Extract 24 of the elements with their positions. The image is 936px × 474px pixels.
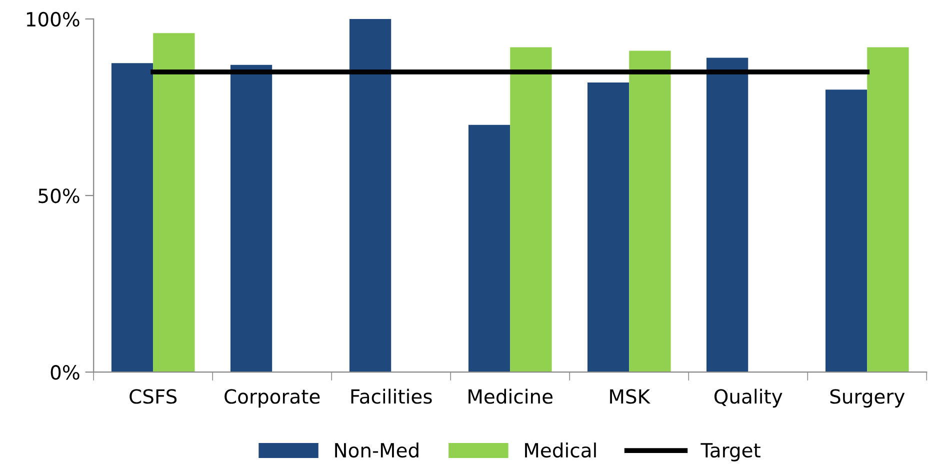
- bar: [510, 47, 552, 372]
- bar: [587, 82, 630, 372]
- bar: [867, 47, 909, 372]
- legend-label: Non-Med: [335, 442, 418, 458]
- bar: [825, 90, 868, 372]
- y-tick-label: 0%: [50, 365, 80, 380]
- legend-label: Medical: [525, 442, 596, 458]
- x-tick-label: Facilities: [351, 388, 432, 404]
- x-tick-label: Corporate: [224, 389, 320, 408]
- bar: [230, 64, 272, 372]
- x-tick-label: Surgery: [830, 389, 905, 408]
- y-tick-label: 100%: [26, 12, 80, 27]
- bar: [153, 33, 195, 372]
- x-tick-label: Medicine: [468, 388, 553, 404]
- bar: [629, 50, 671, 372]
- y-tick-label: 50%: [38, 188, 80, 204]
- bar: [349, 18, 392, 372]
- bar: [111, 63, 154, 372]
- x-tick-label: Quality: [714, 388, 782, 408]
- bar: [706, 58, 748, 372]
- legend-label: Target: [700, 443, 760, 462]
- x-tick-label: CSFS: [130, 389, 177, 404]
- x-tick-label: MSK: [610, 389, 650, 404]
- bar: [468, 124, 510, 372]
